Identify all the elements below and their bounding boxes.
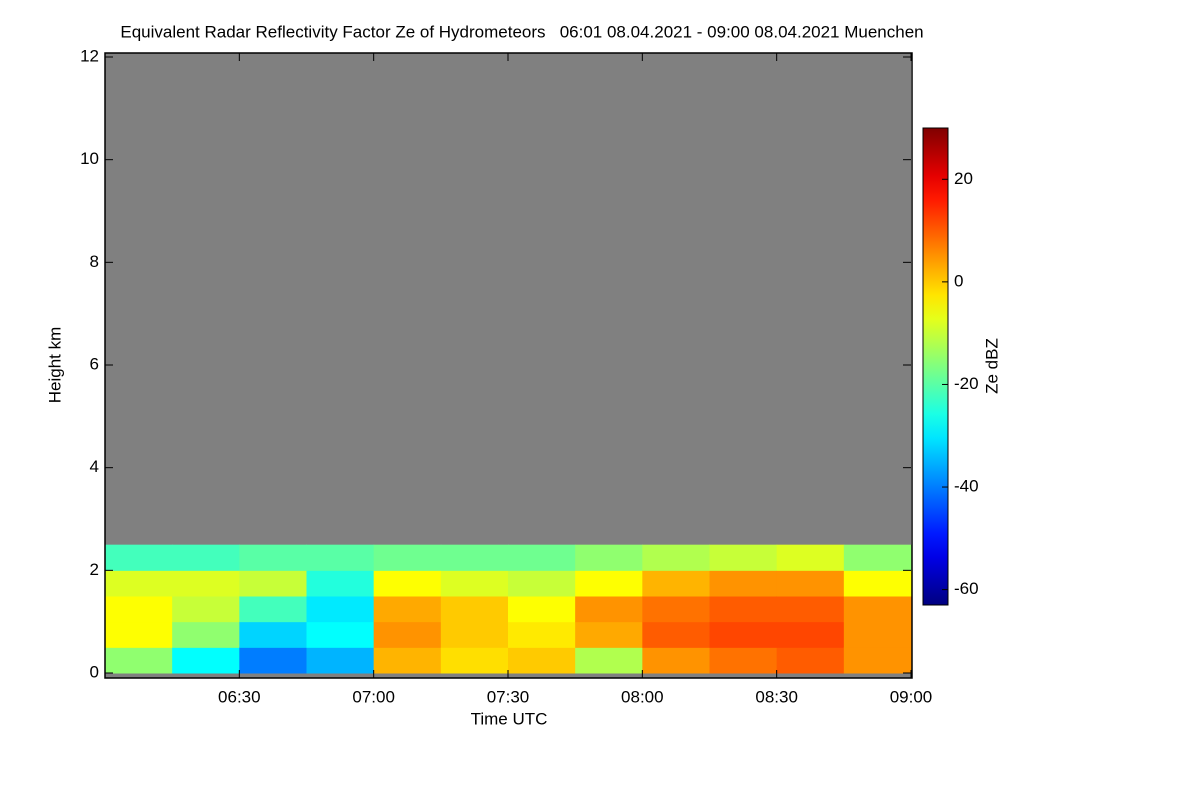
heatmap-cell bbox=[105, 570, 173, 597]
colorbar bbox=[922, 127, 949, 606]
colorbar-tick-label: -40 bbox=[954, 477, 979, 496]
colorbar-label: Ze dBZ bbox=[982, 338, 1001, 394]
heatmap-cell bbox=[105, 596, 173, 623]
heatmap-cell bbox=[508, 570, 576, 597]
heatmap-cell bbox=[709, 570, 778, 597]
heatmap-cell bbox=[709, 621, 778, 648]
heatmap-cell bbox=[508, 647, 576, 674]
x-tick-label: 07:00 bbox=[352, 687, 395, 706]
heatmap-cell bbox=[642, 596, 710, 623]
heatmap-cell bbox=[172, 570, 240, 597]
chart-title: Equivalent Radar Reflectivity Factor Ze … bbox=[120, 22, 923, 41]
heatmap-cell bbox=[642, 647, 710, 674]
heatmap-cell bbox=[172, 647, 240, 674]
heatmap-cell bbox=[440, 647, 509, 674]
heatmap-cell bbox=[843, 596, 912, 623]
heatmap-cell bbox=[776, 596, 845, 623]
heatmap-cell bbox=[105, 621, 173, 648]
y-tick-label: 6 bbox=[90, 354, 99, 373]
heatmap-cell bbox=[172, 596, 240, 623]
heatmap-cell bbox=[373, 544, 442, 571]
y-tick-label: 10 bbox=[80, 149, 99, 168]
heatmap-cell bbox=[440, 544, 509, 571]
heatmap-cell bbox=[306, 596, 375, 623]
heatmap-cell bbox=[172, 621, 240, 648]
heatmap-cell bbox=[776, 647, 845, 674]
heatmap-cell bbox=[306, 570, 375, 597]
heatmap-cell bbox=[239, 544, 307, 571]
y-axis-label: Height km bbox=[45, 327, 64, 404]
colorbar-tick-label: 0 bbox=[954, 271, 963, 290]
y-tick-label: 8 bbox=[90, 252, 99, 271]
heatmap-cell bbox=[575, 544, 643, 571]
y-tick-label: 12 bbox=[80, 46, 99, 65]
heatmap-cell bbox=[239, 647, 307, 674]
heatmap-cell bbox=[105, 544, 173, 571]
heatmap-cell bbox=[306, 621, 375, 648]
heatmap-cell bbox=[575, 621, 643, 648]
heatmap-cell bbox=[172, 544, 240, 571]
heatmap-cell bbox=[843, 544, 912, 571]
heatmap-cell bbox=[642, 621, 710, 648]
heatmap-cell bbox=[373, 647, 442, 674]
heatmap-cell bbox=[843, 570, 912, 597]
x-tick-label: 06:30 bbox=[218, 687, 261, 706]
heatmap-cell bbox=[776, 570, 845, 597]
heatmap-cell bbox=[373, 596, 442, 623]
heatmap-cell bbox=[642, 544, 710, 571]
heatmap-cell bbox=[440, 621, 509, 648]
heatmap-cell bbox=[776, 621, 845, 648]
heatmap-cell bbox=[709, 596, 778, 623]
heatmap-cell bbox=[508, 544, 576, 571]
heatmap-cell bbox=[843, 647, 912, 674]
x-tick-label: 07:30 bbox=[487, 687, 530, 706]
heatmap-cell bbox=[709, 544, 778, 571]
heatmap-cell bbox=[373, 621, 442, 648]
colorbar-tick-label: 20 bbox=[954, 169, 973, 188]
heatmap-cell bbox=[105, 647, 173, 674]
x-tick-label: 09:00 bbox=[890, 687, 933, 706]
heatmap-cell bbox=[306, 647, 375, 674]
x-axis-label: Time UTC bbox=[471, 709, 548, 728]
y-tick-label: 0 bbox=[90, 662, 99, 681]
heatmap-cell bbox=[440, 596, 509, 623]
y-tick-label: 2 bbox=[90, 560, 99, 579]
y-tick-label: 4 bbox=[90, 457, 99, 476]
heatmap-cell bbox=[575, 596, 643, 623]
heatmap-cell bbox=[239, 570, 307, 597]
heatmap-cell bbox=[843, 621, 912, 648]
x-tick-label: 08:30 bbox=[755, 687, 798, 706]
heatmap-cell bbox=[575, 647, 643, 674]
heatmap-cell bbox=[776, 544, 845, 571]
heatmap-cell bbox=[373, 570, 442, 597]
heatmap-cell bbox=[239, 621, 307, 648]
colorbar-tick-label: -20 bbox=[954, 374, 979, 393]
heatmap-cell bbox=[440, 570, 509, 597]
heatmap-cell bbox=[508, 596, 576, 623]
x-tick-label: 08:00 bbox=[621, 687, 664, 706]
heatmap-cell bbox=[575, 570, 643, 597]
heatmap-cell bbox=[709, 647, 778, 674]
heatmap-cell bbox=[642, 570, 710, 597]
heatmap-cell bbox=[306, 544, 375, 571]
heatmap-cell bbox=[508, 621, 576, 648]
colorbar-tick-label: -60 bbox=[954, 579, 979, 598]
heatmap-cell bbox=[239, 596, 307, 623]
